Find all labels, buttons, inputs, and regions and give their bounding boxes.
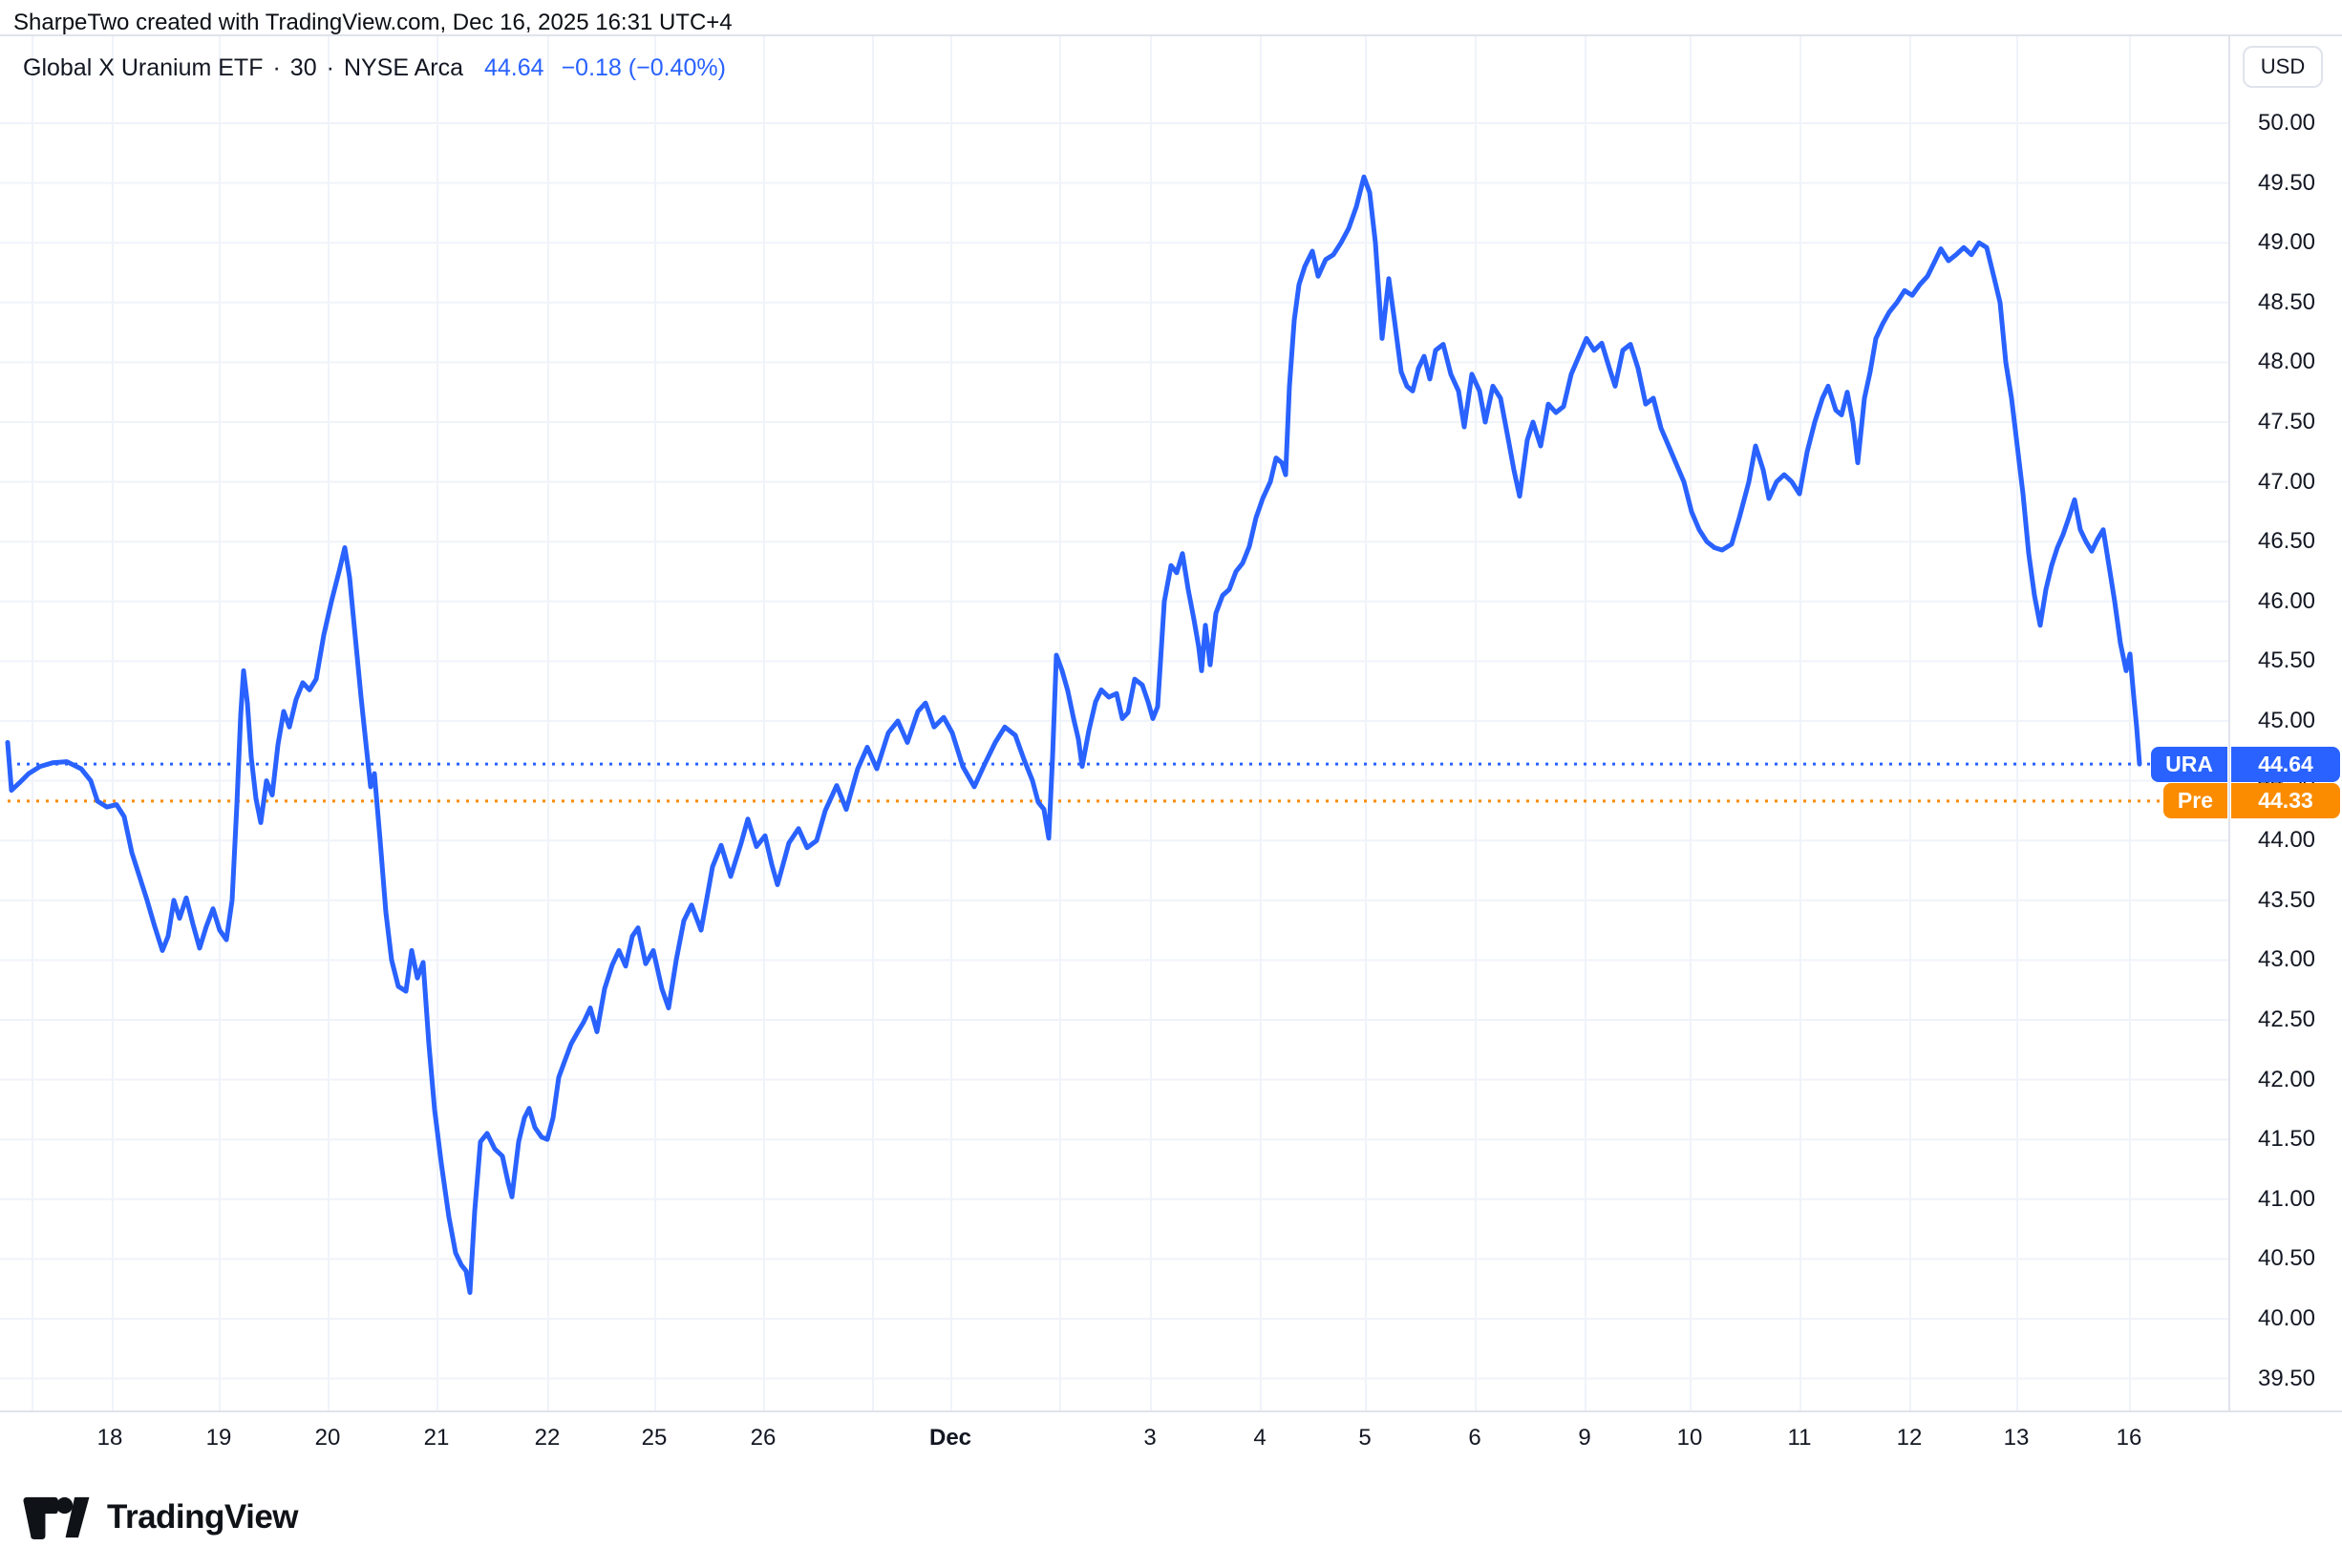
time-axis-label: 22	[534, 1425, 561, 1451]
price-axis-label: 41.00	[2257, 1185, 2316, 1212]
tradingview-logo-text: TradingView	[107, 1498, 299, 1536]
price-axis-label: 40.50	[2257, 1245, 2316, 1272]
time-axis-label: 5	[1358, 1425, 1372, 1451]
time-axis-label: 4	[1253, 1425, 1267, 1451]
exchange-label: NYSE Arca	[343, 54, 463, 81]
premarket-price-badge-label: Pre	[2162, 783, 2227, 819]
time-axis-label: 3	[1143, 1425, 1157, 1451]
time-axis-label: 21	[423, 1425, 450, 1451]
tradingview-logo[interactable]: TradingView	[21, 1495, 299, 1539]
premarket-price-badge-value: 44.33	[2231, 783, 2340, 819]
price-axis-label: 43.50	[2257, 886, 2316, 913]
header-separator: ·	[272, 54, 281, 81]
symbol-title[interactable]: Global X Uranium ETF	[23, 54, 264, 81]
last-price-text: 44.64	[484, 54, 544, 81]
tradingview-logo-icon	[23, 1496, 90, 1539]
price-axis-label: 39.50	[2257, 1365, 2316, 1391]
currency-usd-button[interactable]: USD	[2243, 46, 2323, 88]
time-axis-label: 9	[1578, 1425, 1591, 1451]
price-axis-label: 44.00	[2257, 827, 2316, 854]
price-axis-label: 45.50	[2257, 647, 2316, 674]
price-axis-label: 49.00	[2257, 229, 2316, 256]
price-axis-label: 47.50	[2257, 409, 2316, 434]
last-price-badge-value: 44.64	[2231, 746, 2340, 782]
symbol-header[interactable]: Global X Uranium ETF · 30 · NYSE Arca 44…	[23, 54, 726, 82]
price-axis-label: 46.00	[2257, 587, 2316, 614]
time-axis-label: 25	[641, 1425, 668, 1451]
header-separator: ·	[326, 54, 334, 81]
price-axis-label: 42.50	[2257, 1006, 2316, 1032]
price-axis-label: 43.00	[2257, 946, 2316, 973]
time-axis-label: 6	[1468, 1425, 1481, 1451]
price-axis-label: 48.00	[2257, 349, 2316, 375]
time-axis-label: 13	[2003, 1425, 2030, 1451]
time-axis-label: 11	[1787, 1425, 1812, 1451]
price-axis-label: 49.50	[2257, 169, 2316, 196]
time-axis-label-month: Dec	[928, 1425, 972, 1451]
last-price-badge: URA 44.64	[2151, 746, 2340, 782]
last-price-badge-label: URA	[2151, 746, 2227, 782]
premarket-price-badge: Pre 44.33	[2162, 783, 2340, 819]
time-axis-label: 12	[1896, 1425, 1923, 1451]
time-axis-label: 10	[1676, 1425, 1703, 1451]
price-axis-label: 47.00	[2257, 468, 2316, 495]
time-axis-label: 16	[2116, 1425, 2142, 1451]
price-axis-label: 40.00	[2257, 1305, 2316, 1331]
price-change-text: −0.18 (−0.40%)	[561, 54, 726, 81]
time-axis-label: 19	[205, 1425, 232, 1451]
time-axis-label: 20	[314, 1425, 341, 1451]
price-axis-label: 50.00	[2257, 110, 2316, 136]
price-axis-label: 42.00	[2257, 1066, 2316, 1092]
attribution-text: SharpeTwo created with TradingView.com, …	[13, 10, 733, 35]
interval-label[interactable]: 30	[289, 54, 317, 81]
price-axis-label: 48.50	[2257, 288, 2316, 315]
price-axis-label: 41.50	[2257, 1126, 2316, 1153]
price-axis-label: 46.50	[2257, 528, 2316, 555]
time-axis-label: 18	[96, 1425, 123, 1451]
time-axis-label: 26	[750, 1425, 777, 1451]
price-line-series	[5, 174, 2142, 1295]
price-axis-label: 45.00	[2257, 708, 2316, 733]
